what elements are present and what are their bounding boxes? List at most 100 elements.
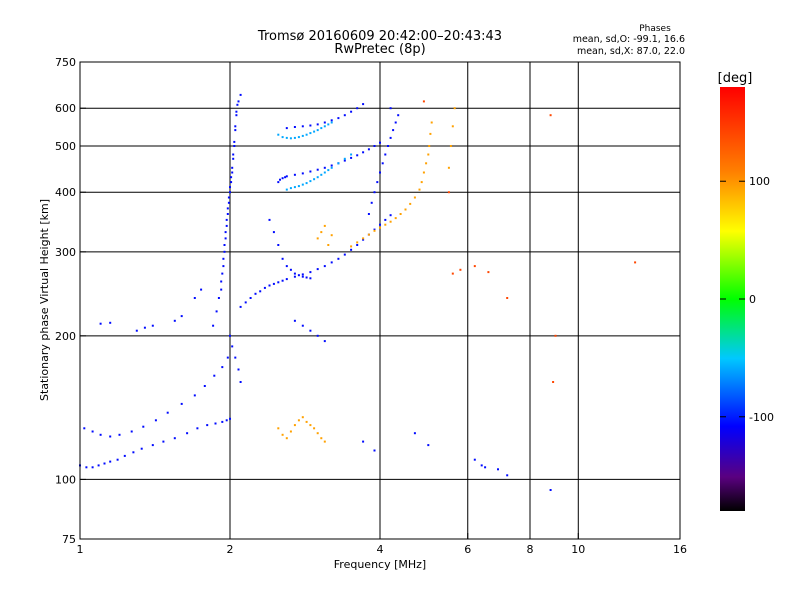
scatter-point [297, 274, 300, 277]
scatter-point [373, 228, 376, 231]
scatter-point [422, 171, 425, 174]
scatter-point [384, 223, 387, 226]
scatter-point [487, 271, 490, 274]
scatter-point [554, 334, 557, 337]
y-tick-label: 400 [55, 186, 76, 199]
scatter-point [309, 124, 312, 127]
scatter-point [447, 166, 450, 169]
scatter-point [227, 201, 230, 204]
scatter-point [224, 231, 227, 234]
scatter-point [451, 125, 454, 128]
scatter-point [233, 140, 236, 143]
scatter-point [320, 127, 323, 130]
scatter-points [79, 93, 637, 491]
scatter-point [230, 181, 233, 184]
scatter-point [373, 145, 376, 147]
scatter-point [549, 114, 552, 117]
scatter-point [362, 440, 365, 443]
scatter-point [217, 297, 220, 299]
scatter-point [384, 218, 387, 221]
scatter-point [277, 133, 280, 136]
scatter-point [379, 171, 381, 174]
scatter-point [350, 110, 353, 113]
scatter-point [289, 187, 292, 190]
scatter-point [224, 237, 227, 240]
scatter-point [285, 265, 288, 268]
scatter-point [350, 153, 353, 156]
scatter-point [451, 272, 454, 275]
scatter-point [162, 440, 165, 443]
scatter-point [203, 385, 206, 387]
scatter-point [323, 121, 326, 124]
scatter-point [109, 435, 112, 438]
scatter-point [193, 394, 196, 397]
x-tick-label: 8 [527, 543, 534, 556]
scatter-point [309, 271, 312, 274]
scatter-point [220, 280, 223, 283]
scatter-point [297, 185, 300, 188]
scatter-point [480, 464, 483, 467]
scatter-point [118, 433, 121, 436]
scatter-point [356, 154, 359, 157]
x-axis-ticks: 1 2 4 6 8 10 16 [77, 533, 687, 556]
scatter-point [379, 226, 381, 229]
scatter-point [237, 100, 240, 103]
x-tick-label: 1 [77, 543, 84, 556]
scatter-point [212, 324, 215, 327]
stats-line-o: mean, sd,O: -99.1, 16.6 [573, 34, 685, 45]
scatter-point [327, 244, 330, 246]
scatter-point [420, 181, 423, 184]
scatter-point [379, 223, 381, 226]
scatter-point [206, 424, 209, 427]
scatter-point [226, 207, 229, 210]
scatter-point [237, 368, 240, 371]
scatter-point [330, 121, 333, 124]
scatter-point [309, 170, 312, 173]
scatter-point [330, 164, 333, 167]
scatter-point [97, 464, 100, 467]
scatter-point [293, 424, 296, 427]
y-tick-label: 600 [55, 102, 76, 115]
scatter-point [323, 265, 326, 268]
scatter-point [180, 402, 183, 405]
x-tick-label: 10 [571, 543, 585, 556]
scatter-point [234, 356, 237, 359]
scatter-point [447, 191, 450, 194]
scatter-point [289, 137, 292, 140]
scatter-point [229, 186, 231, 189]
scatter-point [323, 340, 326, 343]
scatter-point [356, 241, 359, 244]
scatter-point [272, 282, 275, 285]
scatter-point [132, 451, 135, 454]
scatter-point [225, 218, 228, 221]
scatter-point [229, 191, 231, 194]
scatter-point [389, 136, 392, 139]
scatter-point [293, 186, 296, 189]
scatter-point [449, 145, 452, 147]
scatter-point [293, 136, 296, 139]
scatter-point [305, 133, 308, 136]
scatter-point [99, 322, 102, 325]
colorbar-tick-label: -100 [749, 411, 774, 424]
scatter-point [293, 275, 296, 278]
scatter-point [99, 433, 102, 436]
scatter-point [427, 444, 430, 447]
scatter-point [422, 100, 425, 103]
scatter-point [316, 129, 319, 132]
scatter-point [109, 321, 112, 324]
scatter-point [231, 171, 234, 174]
x-axis-label: Frequency [MHz] [334, 558, 426, 571]
scatter-point [277, 427, 280, 430]
scatter-point [244, 301, 247, 304]
scatter-point [200, 288, 203, 291]
scatter-point [285, 127, 288, 130]
scatter-point [309, 424, 312, 427]
scatter-point [289, 430, 292, 433]
scatter-point [387, 145, 389, 147]
scatter-point [337, 162, 340, 165]
scatter-point [370, 201, 373, 204]
scatter-point [116, 458, 119, 461]
scatter-point [213, 374, 216, 377]
scatter-point [235, 114, 238, 117]
